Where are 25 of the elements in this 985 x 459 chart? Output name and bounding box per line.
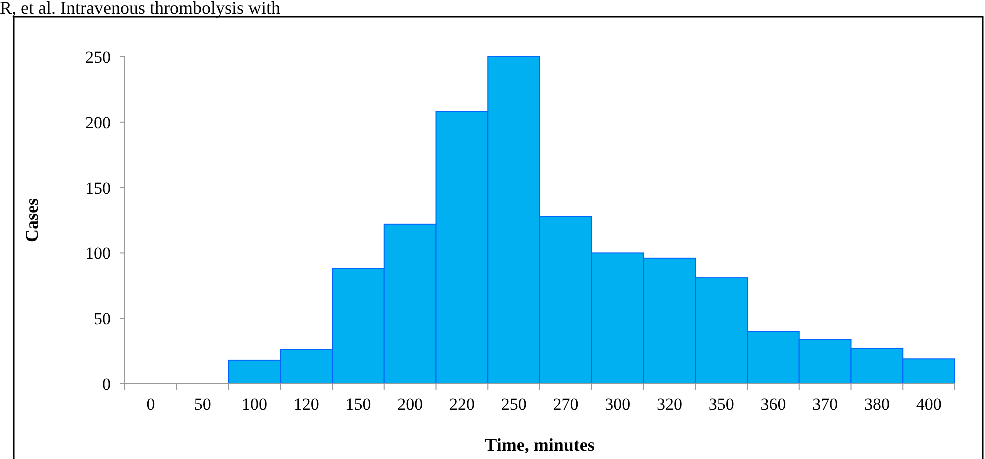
y-tick-label: 250 bbox=[86, 48, 111, 67]
x-tick-label: 250 bbox=[501, 395, 527, 414]
y-tick-label: 50 bbox=[94, 310, 111, 329]
x-tick-label: 400 bbox=[916, 395, 942, 414]
y-tick-label: 200 bbox=[86, 113, 111, 132]
x-tick-label: 360 bbox=[760, 395, 786, 414]
y-axis-title: Cases bbox=[22, 198, 42, 242]
x-tick-label: 120 bbox=[294, 395, 320, 414]
x-tick-label: 200 bbox=[398, 395, 424, 414]
x-tick-label: 370 bbox=[812, 395, 838, 414]
y-tick-label: 100 bbox=[86, 244, 111, 264]
text: R, et al. Intravenous thrombolysis with bbox=[0, 0, 280, 18]
x-tick-label: 0 bbox=[146, 395, 156, 414]
x-tick-label: 380 bbox=[864, 395, 890, 414]
y-tick-label: 150 bbox=[86, 178, 111, 198]
x-tick-label: 100 bbox=[242, 395, 268, 414]
x-axis-title: Time, minutes bbox=[485, 435, 595, 455]
x-tick-label: 220 bbox=[449, 395, 475, 414]
x-tick-label: 350 bbox=[708, 395, 734, 414]
x-tick-label: 320 bbox=[656, 395, 682, 414]
x-tick-label: 150 bbox=[346, 395, 372, 414]
x-tick-label: 270 bbox=[553, 395, 579, 414]
x-tick-label: 50 bbox=[194, 395, 212, 414]
y-tick-label: 0 bbox=[102, 374, 111, 394]
x-tick-label: 300 bbox=[605, 395, 631, 414]
